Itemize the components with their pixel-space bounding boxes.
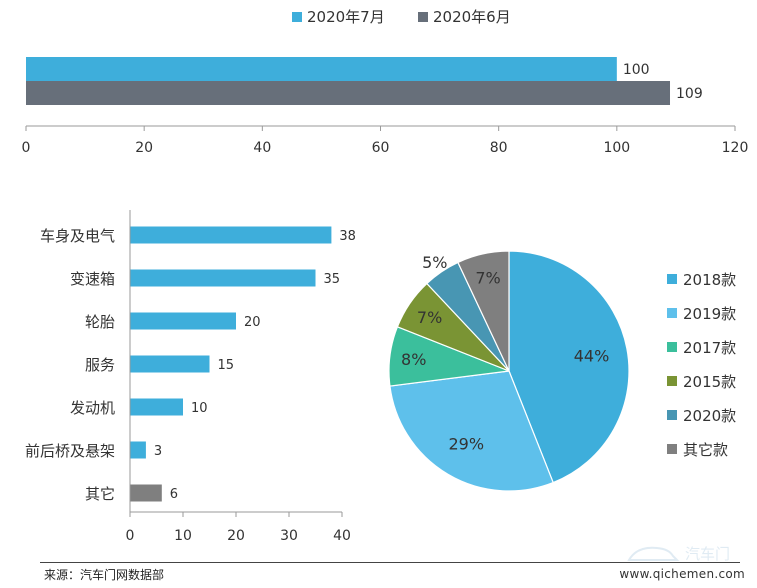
bar-value-label-3: 15 bbox=[218, 358, 235, 373]
site-url: www.qichemen.com bbox=[619, 567, 745, 581]
bar-value-label-5: 3 bbox=[154, 444, 162, 459]
pie-slice-5 bbox=[457, 250, 510, 372]
legend-label-4: 2020款 bbox=[683, 407, 736, 425]
category-label-0: 车身及电气 bbox=[40, 227, 115, 245]
category-label-1: 变速箱 bbox=[70, 270, 115, 288]
x-tick-label-1: 20 bbox=[135, 140, 153, 156]
pie-label-3: 7% bbox=[417, 308, 442, 327]
x-tick-label-0: 0 bbox=[126, 528, 135, 544]
fault-category-chart: 车身及电气 38 变速箱 35 轮胎 20 服务 15 发动机 10 前后桥及悬架 3 其它 6 0 10 20… bbox=[25, 210, 356, 544]
bar-3 bbox=[130, 355, 210, 373]
bar-value-label-0: 100 bbox=[623, 62, 650, 78]
monthly-comparison-chart: 2020年7月 2020年6月 100 109 0 20 40 60 80 100 120 bbox=[22, 8, 749, 156]
legend-label-1: 2020年6月 bbox=[433, 8, 511, 26]
x-tick-label-4: 80 bbox=[490, 140, 508, 156]
bar-0 bbox=[130, 226, 332, 244]
bar-2 bbox=[130, 312, 236, 330]
legend-swatch-4 bbox=[667, 410, 677, 420]
bar-value-label-1: 35 bbox=[324, 272, 341, 287]
x-tick-label-2: 20 bbox=[227, 528, 245, 544]
bar-value-label-4: 10 bbox=[191, 401, 208, 416]
bar-value-label-2: 20 bbox=[244, 315, 261, 330]
x-tick-label-6: 120 bbox=[722, 140, 749, 156]
bar-1 bbox=[26, 81, 671, 105]
legend-label-5: 其它款 bbox=[683, 441, 728, 459]
legend-label-0: 2018款 bbox=[683, 271, 736, 289]
pie-label-0: 44% bbox=[574, 346, 610, 365]
legend-swatch-3 bbox=[667, 376, 677, 386]
legend-swatch-0 bbox=[667, 274, 677, 284]
pie-slice-0 bbox=[508, 250, 630, 484]
category-label-2: 轮胎 bbox=[85, 313, 115, 331]
bar-5 bbox=[130, 441, 146, 459]
bar-value-label-6: 6 bbox=[170, 487, 178, 502]
pie-label-4: 5% bbox=[422, 253, 447, 272]
x-tick-label-0: 0 bbox=[22, 140, 31, 156]
category-label-5: 前后桥及悬架 bbox=[25, 442, 115, 460]
legend-label-0: 2020年7月 bbox=[307, 8, 385, 26]
x-tick-label-3: 60 bbox=[372, 140, 390, 156]
category-label-6: 其它 bbox=[85, 485, 115, 503]
legend-swatch-0 bbox=[292, 12, 302, 22]
legend-swatch-1 bbox=[667, 308, 677, 318]
x-tick-label-5: 100 bbox=[603, 140, 630, 156]
x-tick-label-1: 10 bbox=[174, 528, 192, 544]
bar-value-label-0: 38 bbox=[339, 229, 356, 244]
pie-slice-1 bbox=[389, 370, 554, 492]
x-tick-label-2: 40 bbox=[253, 140, 271, 156]
pie-label-5: 7% bbox=[475, 268, 500, 287]
x-tick-label-4: 40 bbox=[333, 528, 351, 544]
category-label-3: 服务 bbox=[85, 356, 115, 374]
category-label-4: 发动机 bbox=[70, 399, 115, 417]
bar-6 bbox=[130, 484, 162, 502]
bar-0 bbox=[26, 57, 617, 81]
pie-label-2: 8% bbox=[401, 350, 426, 369]
footer-divider bbox=[40, 562, 740, 563]
legend-swatch-5 bbox=[667, 444, 677, 454]
bar-4 bbox=[130, 398, 183, 416]
watermark-logo: 汽车门 bbox=[627, 545, 730, 563]
source-note: 来源：汽车门网数据部 bbox=[44, 568, 165, 582]
bar-1 bbox=[130, 269, 316, 287]
legend-swatch-1 bbox=[418, 12, 428, 22]
watermark-text: 汽车门 bbox=[685, 545, 730, 563]
x-tick-label-3: 30 bbox=[280, 528, 298, 544]
bar-value-label-1: 109 bbox=[676, 86, 703, 102]
legend-label-3: 2015款 bbox=[683, 373, 736, 391]
legend-label-1: 2019款 bbox=[683, 305, 736, 323]
legend-label-2: 2017款 bbox=[683, 339, 736, 357]
pie-label-1: 29% bbox=[448, 434, 484, 453]
model-year-pie-chart: 44% 29% 8% 7% 5% 7% 2018款 2019款 2017款 2015款 2020款其… bbox=[388, 250, 736, 492]
legend-swatch-2 bbox=[667, 342, 677, 352]
